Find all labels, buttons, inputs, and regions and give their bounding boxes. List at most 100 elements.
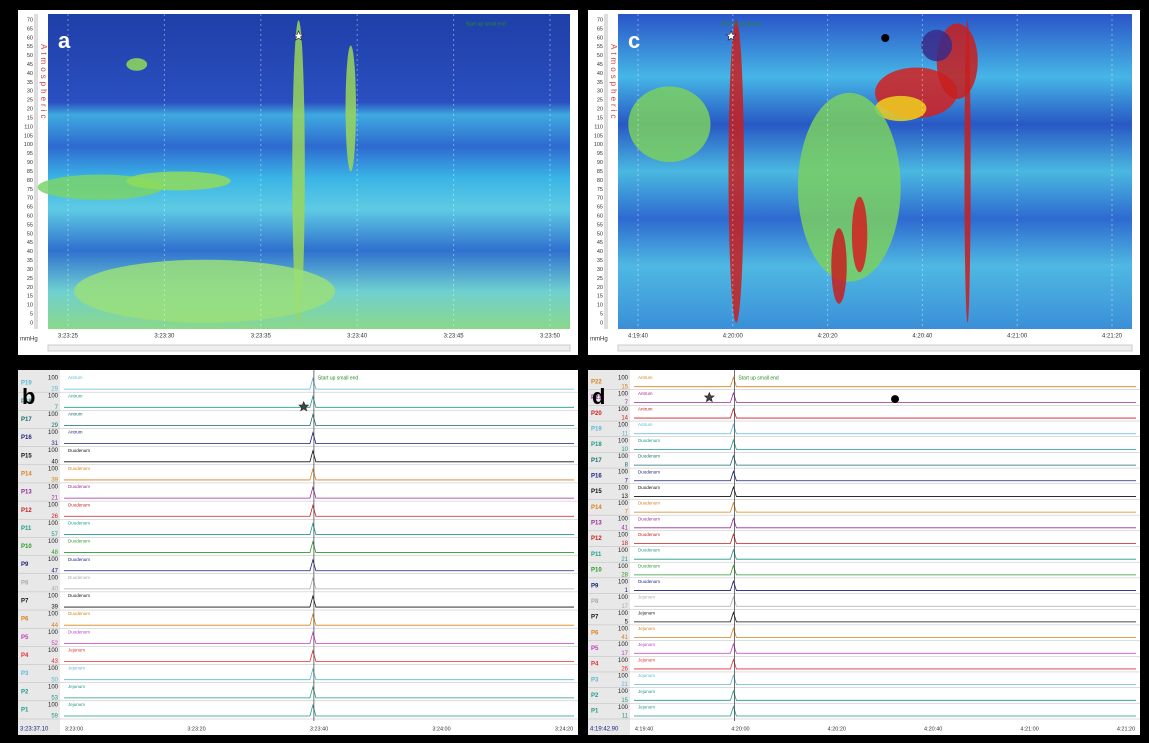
color-scale (34, 14, 38, 329)
channel-name: P9 (21, 562, 29, 568)
annotation: Start up small end (466, 21, 507, 27)
scale-bottom: 43 (51, 659, 58, 665)
pressure-region (628, 86, 710, 162)
panel-background (588, 370, 1140, 735)
scale-top: 100 (618, 674, 629, 680)
scale-tick-label: 25 (597, 276, 603, 282)
scrollbar[interactable] (48, 345, 570, 351)
scale-top: 100 (618, 611, 629, 617)
region-label: Duodenum (68, 557, 90, 562)
scale-tick-label: 70 (597, 196, 603, 202)
time-label: 3:23:25 (58, 334, 79, 340)
scale-tick-label: 35 (27, 80, 33, 86)
scale-tick-label: 20 (27, 285, 33, 291)
scale-top: 100 (48, 593, 59, 599)
panel-c: 7065605550454035302520151101051009590858… (588, 10, 1140, 355)
region-label: Duodenum (638, 469, 660, 474)
scale-bottom: 26 (51, 514, 58, 520)
time-label: 3:23:40 (347, 334, 368, 340)
scale-top: 100 (48, 376, 59, 382)
scale-tick-label: 15 (597, 115, 603, 121)
scale-tick-label: 110 (24, 124, 33, 130)
scale-tick-label: 20 (27, 107, 33, 113)
scale-tick-label: 10 (27, 303, 33, 309)
channel-name: P10 (21, 544, 32, 550)
scale-bottom: 48 (51, 550, 58, 556)
time-label: 3:23:00 (65, 726, 83, 732)
scale-top: 100 (48, 612, 59, 618)
scale-tick-label: 45 (27, 62, 33, 68)
time-label: 4:20:40 (912, 334, 933, 340)
scale-tick-label: 50 (27, 53, 33, 59)
channel-name: P9 (591, 583, 599, 589)
region-label: Jejunum (68, 666, 85, 671)
time-label: 4:20:40 (924, 726, 942, 732)
region-label: Jejunum (638, 626, 655, 631)
region-label: Jejunum (68, 648, 85, 653)
scale-top: 100 (48, 557, 59, 563)
scale-tick-label: 65 (27, 205, 33, 211)
time-label: 4:21:00 (1007, 334, 1028, 340)
scale-tick-label: 45 (27, 240, 33, 246)
channel-name: P17 (591, 458, 602, 464)
scale-bottom: 29 (51, 423, 58, 429)
region-label: Duodenum (68, 593, 90, 598)
scale-top: 100 (618, 689, 629, 695)
scale-top: 100 (48, 503, 59, 509)
scale-top: 100 (48, 539, 59, 545)
scale-top: 100 (618, 705, 629, 711)
time-label: 3:23:45 (444, 334, 465, 340)
scale-title: Atmospheric (609, 44, 618, 121)
time-label: 3:23:20 (187, 726, 205, 732)
pressure-region (831, 228, 846, 304)
pressure-region (126, 172, 230, 191)
channel-name: P4 (21, 653, 29, 659)
scale-bottom: 41 (621, 635, 628, 641)
annotation: Start up small end (721, 21, 762, 27)
pressure-region (346, 46, 356, 172)
scale-top: 100 (48, 630, 59, 636)
region-label: Duodenum (68, 629, 90, 634)
scale-tick-label: 85 (597, 169, 603, 175)
scale-top: 100 (618, 626, 629, 632)
channel-name: P11 (591, 552, 602, 558)
region-label: Duodenum (638, 485, 660, 490)
scale-bottom: 15 (621, 384, 628, 390)
region-label: Duodenum (68, 466, 90, 471)
channel-name: P8 (591, 599, 599, 605)
scale-tick-label: 35 (597, 258, 603, 264)
scale-tick-label: 105 (24, 133, 33, 139)
region-label: Antrum (68, 393, 83, 398)
scale-top: 100 (48, 448, 59, 454)
region-label: Duodenum (68, 539, 90, 544)
time-label: 4:20:00 (723, 334, 744, 340)
region-label: Jejunum (638, 657, 655, 662)
region-label: Jejunum (638, 642, 655, 647)
channel-name: P14 (21, 471, 32, 477)
region-label: Antrum (68, 412, 83, 417)
scale-top: 100 (618, 501, 629, 507)
channel-name: P3 (21, 671, 29, 677)
channel-name: P6 (591, 630, 599, 636)
unit-label: mmHg (590, 337, 608, 343)
scale-bottom: 21 (51, 496, 58, 502)
scale-tick-label: 85 (27, 169, 33, 175)
channel-name: P1 (591, 709, 599, 715)
scrollbar[interactable] (618, 345, 1132, 351)
scale-tick-label: 65 (597, 205, 603, 211)
region-label: Duodenum (68, 520, 90, 525)
region-label: Duodenum (638, 501, 660, 506)
panel-letter: b (22, 384, 35, 409)
scale-top: 100 (48, 394, 59, 400)
start-time: 4:19:42.90 (590, 727, 619, 733)
region-label: Antrum (638, 407, 653, 412)
region-label: Antrum (638, 422, 653, 427)
time-label: 4:21:20 (1102, 334, 1123, 340)
scale-tick-label: 35 (27, 258, 33, 264)
channel-name: P3 (591, 677, 599, 683)
scale-bottom: 59 (51, 714, 58, 720)
channel-name: P20 (591, 411, 602, 417)
scale-tick-label: 90 (27, 160, 33, 166)
scale-bottom: 47 (51, 568, 58, 574)
page: 7065605550454035302520151101051009590858… (0, 0, 1149, 743)
